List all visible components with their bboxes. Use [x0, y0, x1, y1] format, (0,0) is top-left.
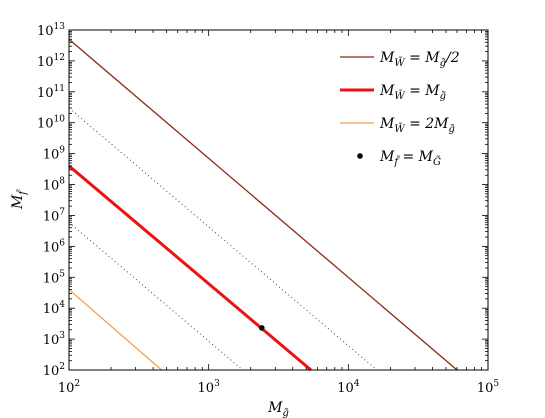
y-tick-label-exponent: 11: [54, 84, 65, 94]
legend-label-part: g̃: [440, 91, 446, 102]
legend-label-1: MW̃ = Mg̃/2: [379, 50, 460, 69]
y-axis-label-main: M: [10, 194, 26, 210]
legend-label-part: M: [379, 83, 395, 99]
y-tick-label-base: 10: [43, 148, 60, 163]
y-tick-label-exponent: 3: [59, 331, 65, 341]
y-tick-label-exponent: 9: [59, 146, 65, 156]
legend-label-part: = 2M: [405, 116, 450, 132]
y-tick-label-base: 10: [37, 55, 54, 70]
y-axis-label-sub: f̃: [17, 189, 29, 196]
y-tick-label: 1012: [37, 53, 65, 70]
y-tick-label-exponent: 12: [54, 53, 65, 63]
y-tick-label-base: 10: [37, 117, 54, 132]
legend-label-part: = M: [405, 83, 441, 99]
x-tick-label-base: 10: [58, 381, 75, 396]
points-layer: [258, 325, 265, 331]
x-tick-label-base: 10: [337, 381, 354, 396]
legend: MW̃ = Mg̃/2MW̃ = Mg̃MW̃ = 2Mg̃Mf̃ = MG̃: [340, 50, 460, 168]
y-tick-label-base: 10: [43, 302, 60, 317]
y-tick-label: 107: [43, 207, 66, 224]
x-tick-label-exponent: 5: [493, 379, 499, 389]
x-tick-label: 105: [477, 379, 500, 396]
y-tick-label-base: 10: [37, 24, 54, 39]
y-tick-label-exponent: 8: [59, 177, 65, 187]
x-axis-label-sub: g̃: [282, 408, 288, 418]
x-tick-labels: 102 103 104 105: [58, 379, 500, 396]
plot-frame: [68, 29, 489, 371]
y-tick-label: 105: [43, 269, 66, 286]
y-tick-label: 108: [43, 177, 66, 194]
y-tick-label-base: 10: [43, 240, 60, 255]
x-tick-label: 102: [58, 379, 80, 396]
y-tick-label-exponent: 13: [54, 22, 66, 32]
legend-label-part: f̃: [393, 156, 400, 168]
series-line-4: [68, 107, 378, 371]
y-tick-label: 102: [43, 362, 65, 379]
x-tick-label: 104: [337, 379, 360, 396]
legend-label-part: = M: [398, 149, 434, 165]
y-tick-label-base: 10: [43, 179, 60, 194]
y-tick-label-base: 10: [43, 333, 60, 348]
legend-label-3: MW̃ = 2Mg̃: [379, 116, 455, 135]
y-tick-label-exponent: 6: [59, 238, 65, 248]
legend-label-part: M: [379, 50, 395, 66]
y-tick-label: 1013: [37, 22, 65, 39]
series-layer: [68, 38, 458, 372]
y-tick-label-exponent: 4: [59, 300, 65, 310]
x-tick-label-base: 10: [198, 381, 215, 396]
x-axis-label: Mg̃: [267, 400, 289, 418]
y-tick-label: 103: [43, 331, 66, 348]
x-tick-label-exponent: 4: [354, 379, 360, 389]
y-tick-label: 109: [43, 146, 66, 163]
data-point-1: [258, 325, 265, 331]
y-tick-label: 106: [43, 238, 66, 255]
series-line-1: [68, 38, 458, 371]
y-tick-label-base: 10: [43, 271, 60, 286]
y-tick-label: 1011: [37, 84, 65, 101]
y-tick-label-exponent: 2: [59, 362, 65, 372]
y-tick-label-exponent: 10: [54, 115, 66, 125]
series-line-3: [68, 289, 162, 371]
y-tick-label: 104: [43, 300, 66, 317]
legend-label-part: W̃: [394, 90, 405, 102]
legend-label-part: = M: [405, 50, 441, 66]
legend-label-part: W̃: [394, 123, 405, 135]
legend-label-part: W̃: [394, 57, 405, 69]
x-tick-label-exponent: 2: [74, 379, 80, 389]
x-tick-label: 103: [198, 379, 221, 396]
y-axis-label: Mf̃: [10, 189, 29, 210]
legend-label-part: g̃: [449, 124, 455, 135]
y-tick-label-base: 10: [37, 86, 54, 101]
legend-label-part: G̃: [433, 156, 441, 168]
x-tick-label-base: 10: [477, 381, 494, 396]
y-tick-label-base: 10: [43, 364, 60, 379]
series-line-2: [68, 164, 312, 372]
legend-label-2: MW̃ = Mg̃: [379, 83, 446, 102]
legend-label-part: g̃: [440, 58, 446, 69]
legend-label-part: M: [379, 149, 395, 165]
legend-label-part: M: [379, 116, 395, 132]
x-tick-label-exponent: 3: [214, 379, 220, 389]
legend-label-part: /2: [444, 50, 460, 66]
x-axis-label-main: M: [267, 400, 283, 416]
legend-marker-4: [357, 153, 363, 159]
y-tick-label-exponent: 7: [59, 207, 65, 217]
y-tick-label-base: 10: [43, 209, 60, 224]
y-tick-label-exponent: 5: [59, 269, 65, 279]
legend-label-4: Mf̃ = MG̃: [379, 149, 441, 168]
y-tick-label: 1010: [37, 115, 65, 132]
